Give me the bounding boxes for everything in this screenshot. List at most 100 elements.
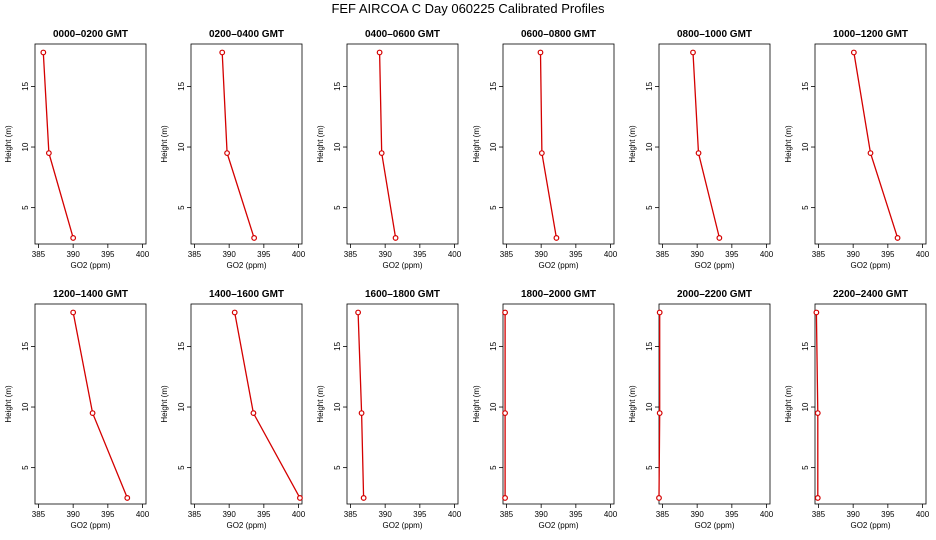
data-point <box>40 49 47 56</box>
series-line <box>853 52 899 239</box>
x-tick-label: 385 <box>500 250 514 259</box>
y-tick-label: 10 <box>645 142 654 151</box>
y-axis-label: Height (m) <box>784 125 793 163</box>
x-tick-label: 385 <box>32 250 46 259</box>
series-line <box>42 52 74 239</box>
x-axis-label: GO2 (ppm) <box>382 521 422 530</box>
chart-panel-11: 2000–2200 GMT 385 390 395 400 5 10 15 GO2 (ppm) H… <box>628 289 774 530</box>
x-tick-label: 390 <box>66 510 80 519</box>
data-point <box>814 410 821 416</box>
chart-title: 1600–1800 GMT <box>365 289 440 300</box>
series-line <box>692 52 721 239</box>
y-tick-label: 10 <box>333 402 342 411</box>
chart-panel-12: 2200–2400 GMT 385 390 395 400 5 10 15 GO2 (ppm) H… <box>784 289 930 530</box>
x-tick-label: 390 <box>534 510 548 519</box>
y-axis-label: Height (m) <box>160 125 169 163</box>
data-point <box>392 235 399 241</box>
chart-panel-2: 0200–0400 GMT 385 390 395 400 5 10 15 GO2 (ppm) H… <box>160 29 306 270</box>
x-tick-label: 400 <box>916 250 930 259</box>
x-tick-label: 385 <box>500 510 514 519</box>
x-axis-label: GO2 (ppm) <box>850 521 890 530</box>
x-tick-label: 390 <box>222 250 236 259</box>
x-tick-label: 400 <box>604 510 618 519</box>
data-point <box>894 235 901 241</box>
data-point <box>538 150 545 156</box>
data-point <box>355 309 362 316</box>
page-title: FEF AIRCOA C Day 060225 Calibrated Profi… <box>331 1 605 16</box>
y-tick-label: 5 <box>645 205 654 210</box>
data-point <box>360 495 367 501</box>
x-tick-label: 385 <box>32 510 46 519</box>
x-axis-label: GO2 (ppm) <box>850 261 890 270</box>
chart-panel-8: 1400–1600 GMT 385 390 395 400 5 10 15 GO2 (ppm) H… <box>160 289 306 530</box>
data-point <box>690 49 696 56</box>
y-axis-label: Height (m) <box>472 125 481 163</box>
y-tick-label: 10 <box>801 402 810 411</box>
y-tick-label: 5 <box>333 465 342 470</box>
y-tick-label: 15 <box>21 341 30 350</box>
x-tick-label: 385 <box>344 250 358 259</box>
x-tick-label: 400 <box>292 510 306 519</box>
x-tick-label: 385 <box>656 250 670 259</box>
data-point <box>850 49 857 56</box>
x-tick-label: 390 <box>846 250 860 259</box>
plot-frame <box>346 303 459 505</box>
x-tick-label: 395 <box>569 250 583 259</box>
plot-frame <box>502 43 615 245</box>
x-tick-label: 400 <box>760 250 774 259</box>
x-tick-label: 395 <box>413 250 427 259</box>
y-tick-label: 5 <box>801 205 810 210</box>
x-tick-label: 385 <box>188 250 202 259</box>
data-point <box>656 309 663 316</box>
x-tick-label: 385 <box>812 510 826 519</box>
y-tick-label: 15 <box>801 81 810 90</box>
x-tick-label: 400 <box>136 250 150 259</box>
chart-panel-1: 0000–0200 GMT 385 390 395 400 5 10 15 GO2 (ppm) H… <box>4 29 150 270</box>
y-axis-label: Height (m) <box>628 385 637 423</box>
y-tick-label: 5 <box>333 205 342 210</box>
x-axis-label: GO2 (ppm) <box>694 521 734 530</box>
chart-panel-4: 0600–0800 GMT 385 390 395 400 5 10 15 GO2 (ppm) H… <box>472 29 618 270</box>
y-tick-label: 15 <box>489 341 498 350</box>
y-tick-label: 10 <box>21 402 30 411</box>
data-point <box>297 495 303 501</box>
x-tick-label: 385 <box>344 510 358 519</box>
chart-title: 2000–2200 GMT <box>677 289 752 300</box>
data-point <box>358 410 365 416</box>
y-tick-label: 10 <box>177 402 186 411</box>
plot-frame <box>34 303 147 505</box>
data-point <box>553 235 560 241</box>
data-point <box>251 235 258 241</box>
data-point <box>376 49 383 56</box>
y-tick-label: 10 <box>333 142 342 151</box>
x-tick-label: 390 <box>378 250 392 259</box>
y-axis-label: Height (m) <box>472 385 481 423</box>
y-tick-label: 15 <box>645 81 654 90</box>
plot-frame <box>34 43 147 245</box>
x-axis-label: GO2 (ppm) <box>70 261 110 270</box>
x-tick-label: 390 <box>534 250 548 259</box>
data-point <box>45 150 52 156</box>
x-tick-label: 395 <box>569 510 583 519</box>
x-axis-label: GO2 (ppm) <box>382 261 422 270</box>
data-point <box>502 309 508 316</box>
x-tick-label: 390 <box>222 510 236 519</box>
y-tick-label: 10 <box>489 402 498 411</box>
chart-panel-7: 1200–1400 GMT 385 390 395 400 5 10 15 GO2 (ppm) H… <box>4 289 150 530</box>
y-axis-label: Height (m) <box>160 385 169 423</box>
y-axis-label: Height (m) <box>4 125 13 163</box>
chart-title: 1400–1600 GMT <box>209 289 284 300</box>
x-tick-label: 400 <box>448 510 462 519</box>
x-tick-label: 400 <box>448 250 462 259</box>
plot-frame <box>658 303 771 505</box>
chart-title: 1000–1200 GMT <box>833 29 908 40</box>
data-point <box>656 495 662 501</box>
series-line <box>815 312 819 498</box>
y-tick-label: 5 <box>177 465 186 470</box>
chart-title: 0400–0600 GMT <box>365 29 440 40</box>
chart-title: 0600–0800 GMT <box>521 29 596 40</box>
x-tick-label: 400 <box>916 510 930 519</box>
x-tick-label: 395 <box>101 250 115 259</box>
y-axis-label: Height (m) <box>316 125 325 163</box>
